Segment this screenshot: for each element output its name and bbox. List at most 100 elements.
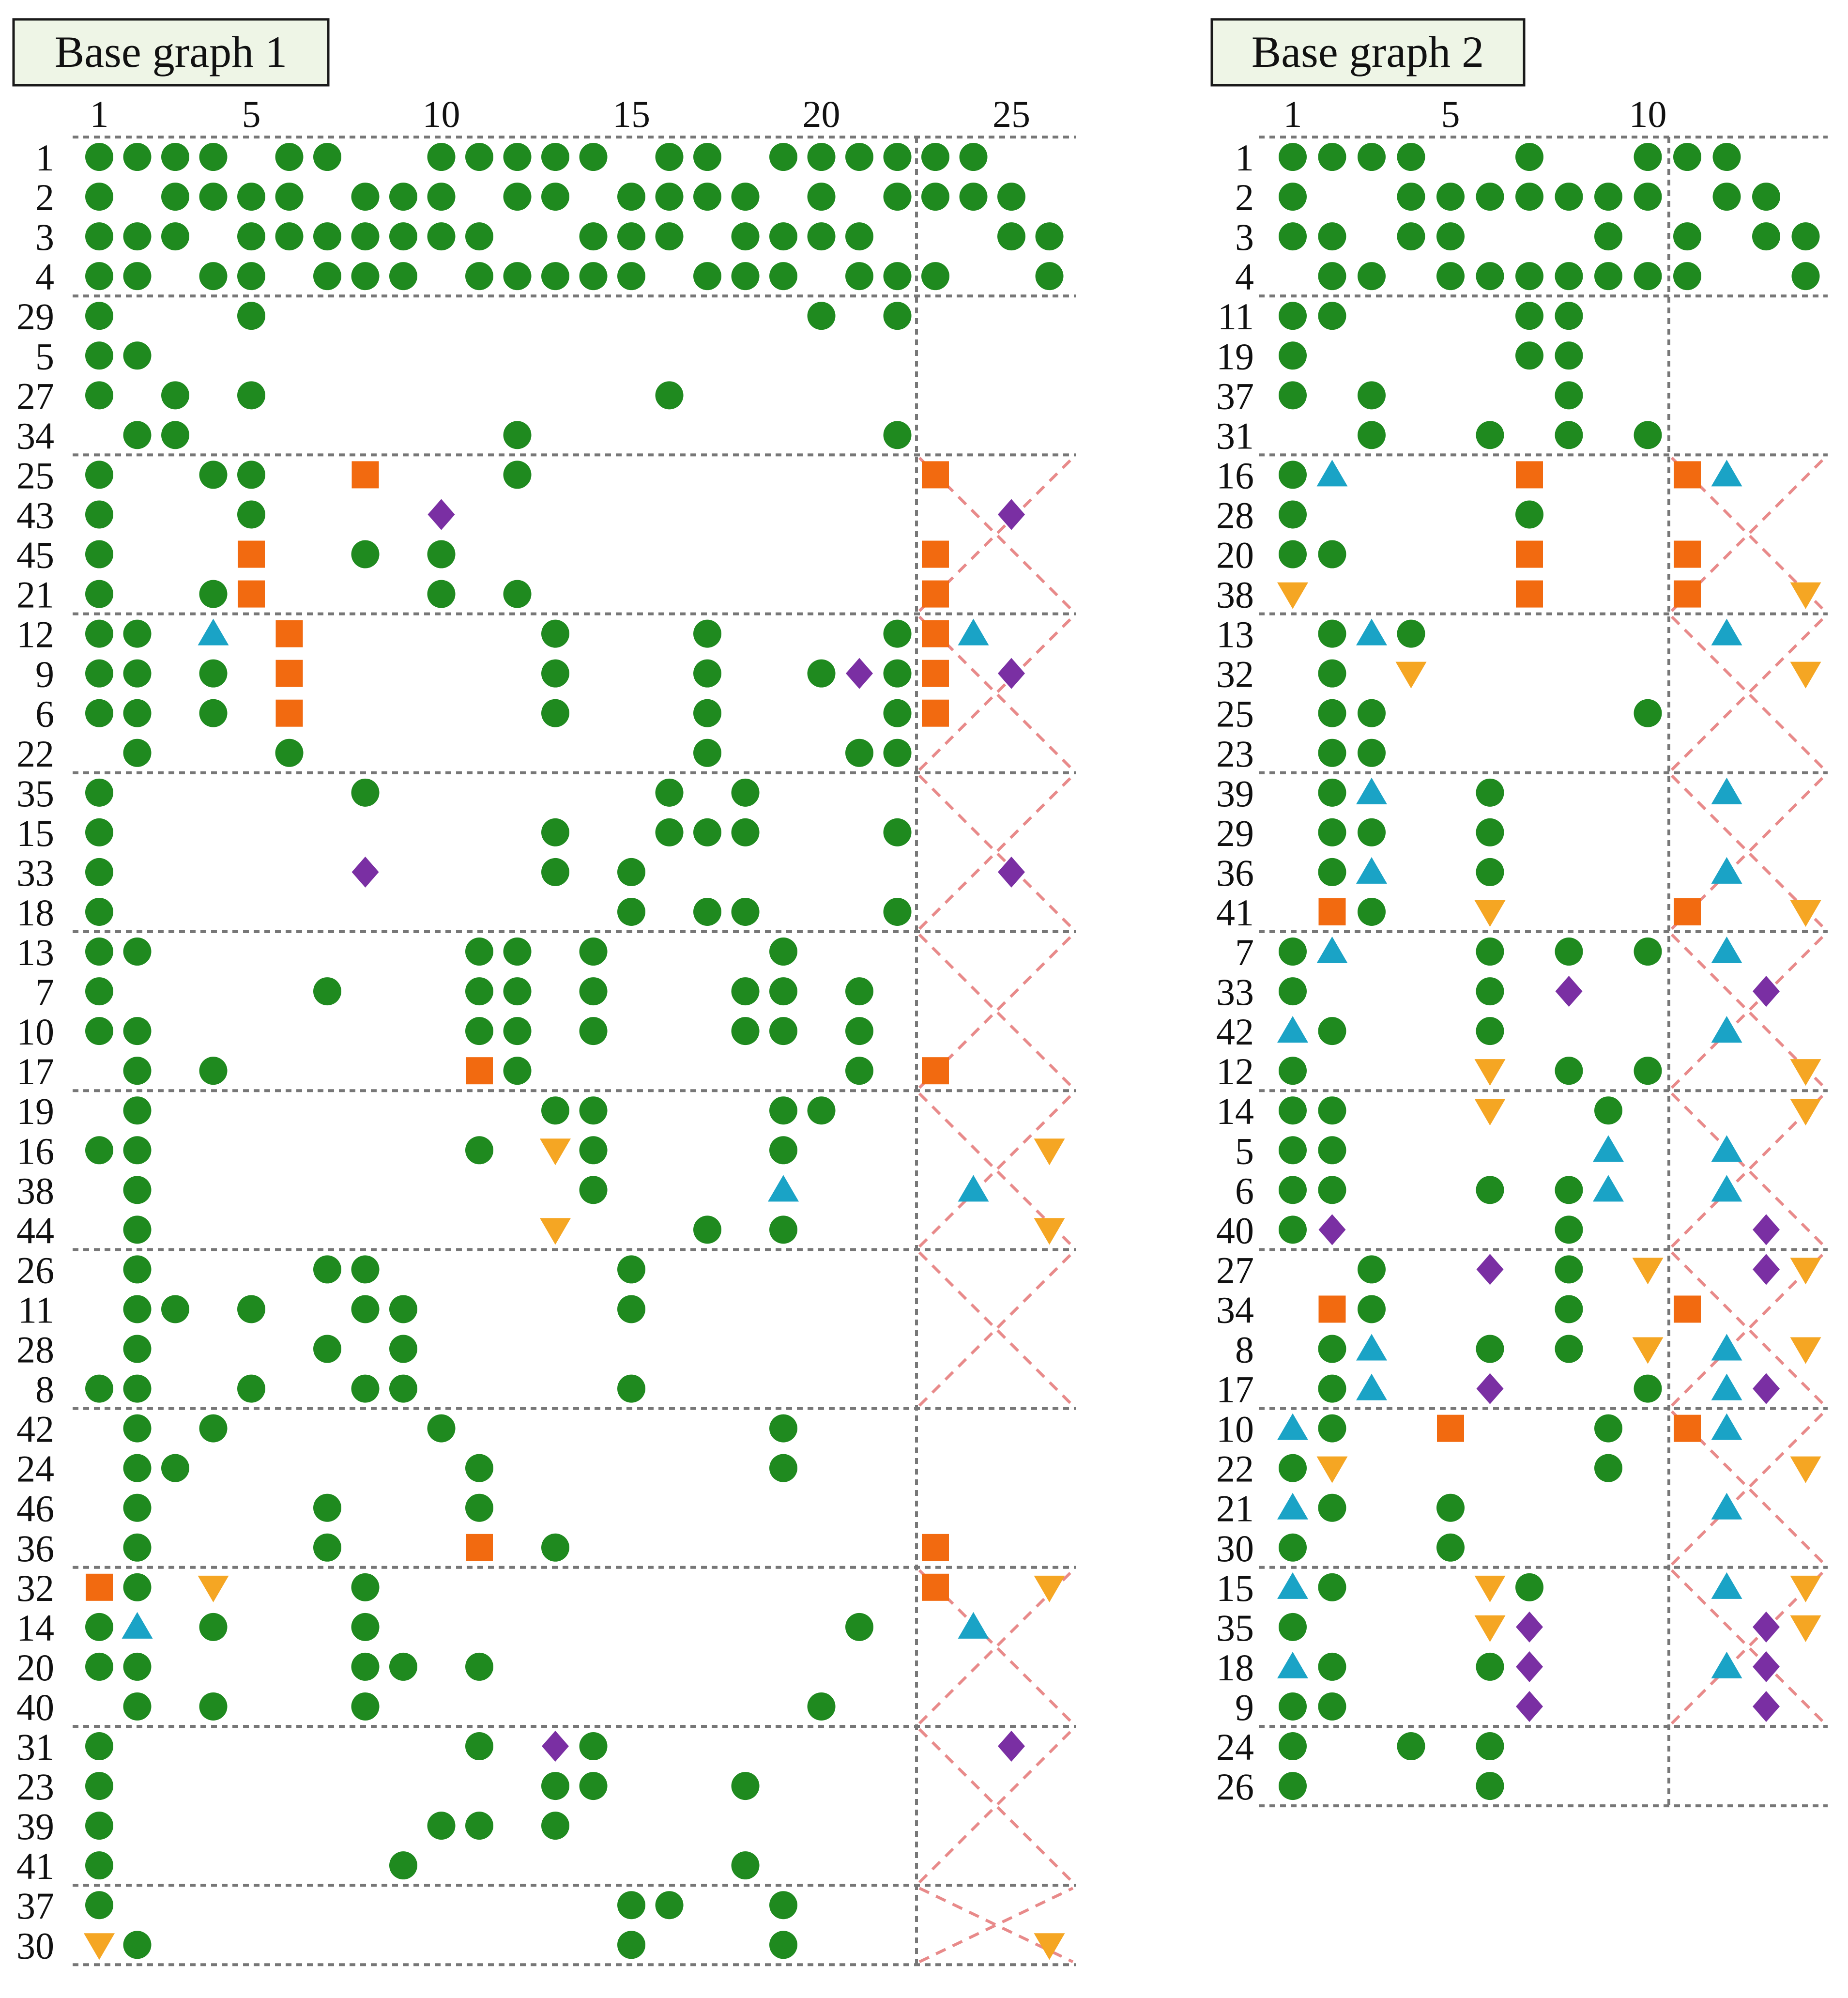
circle-marker <box>1634 262 1662 291</box>
circle-marker <box>1555 302 1583 330</box>
circle-marker <box>845 738 873 767</box>
row-label: 27 <box>1216 1249 1254 1291</box>
circle-marker <box>1515 341 1543 370</box>
diamond-marker <box>1753 1214 1780 1245</box>
circle-marker <box>1397 1732 1425 1761</box>
row-label: 5 <box>35 335 54 377</box>
circle-marker <box>123 699 152 727</box>
circle-marker <box>731 977 760 1006</box>
circle-marker <box>693 183 721 211</box>
triangle-up-marker <box>1711 1334 1742 1361</box>
circle-marker <box>275 183 304 211</box>
circle-marker <box>237 183 265 211</box>
triangle-up-marker <box>1711 1016 1742 1043</box>
circle-marker <box>313 1335 341 1363</box>
circle-marker <box>123 1652 152 1681</box>
triangle-up-marker <box>1711 1492 1742 1520</box>
circle-marker <box>123 143 152 171</box>
column-tick-label: 20 <box>803 93 840 135</box>
circle-marker <box>1035 262 1064 291</box>
diamond-marker <box>1753 1254 1780 1285</box>
diamond-marker <box>998 658 1025 689</box>
square-marker <box>1674 461 1701 489</box>
square-marker <box>922 461 949 489</box>
triangle-down-marker <box>1277 582 1308 609</box>
circle-marker <box>237 461 265 489</box>
circle-marker <box>427 580 456 608</box>
circle-marker <box>1318 1096 1346 1125</box>
triangle-down-marker <box>1790 1099 1821 1126</box>
circle-marker <box>1555 1255 1583 1284</box>
circle-marker <box>807 143 836 171</box>
circle-marker <box>579 1176 608 1204</box>
triangle-up-marker <box>1711 1175 1742 1202</box>
circle-marker <box>1436 183 1465 211</box>
circle-marker <box>161 421 189 449</box>
triangle-down-marker <box>198 1575 229 1602</box>
circle-marker <box>465 1017 493 1045</box>
circle-marker <box>769 1096 797 1125</box>
circle-marker <box>1397 222 1425 251</box>
circle-marker <box>769 143 797 171</box>
row-label: 7 <box>35 971 54 1013</box>
circle-marker <box>85 500 113 529</box>
circle-marker <box>541 619 569 648</box>
circle-marker <box>503 183 532 211</box>
row-label: 35 <box>16 772 54 815</box>
circle-marker <box>199 1692 228 1721</box>
circle-marker <box>503 977 532 1006</box>
circle-marker <box>351 1613 380 1641</box>
square-marker <box>351 461 379 489</box>
triangle-up-marker <box>1277 1572 1308 1599</box>
circle-marker <box>351 1652 380 1681</box>
circle-marker <box>1476 938 1504 966</box>
row-label: 19 <box>1216 335 1254 377</box>
circle-marker <box>693 897 721 926</box>
circle-marker <box>1279 461 1307 489</box>
square-marker <box>1516 540 1543 568</box>
circle-marker <box>921 183 949 211</box>
row-label: 34 <box>16 415 54 457</box>
circle-marker <box>579 977 608 1006</box>
circle-marker <box>1555 1176 1583 1204</box>
circle-marker <box>883 183 912 211</box>
row-label: 36 <box>16 1527 54 1569</box>
circle-marker <box>1318 1573 1346 1601</box>
square-marker <box>922 1573 949 1601</box>
circle-marker <box>123 938 152 966</box>
row-label: 31 <box>1216 415 1254 457</box>
circle-marker <box>85 1374 113 1403</box>
circle-marker <box>579 1136 608 1165</box>
row-label: 38 <box>16 1169 54 1212</box>
row-label: 21 <box>16 574 54 616</box>
triangle-up-marker <box>1711 937 1742 964</box>
circle-marker <box>85 778 113 807</box>
base-graph-1-title: Base graph 1 <box>55 27 287 77</box>
circle-marker <box>503 938 532 966</box>
circle-marker <box>85 1136 113 1165</box>
circle-marker <box>769 1454 797 1482</box>
row-label: 1 <box>1235 137 1254 179</box>
triangle-down-marker <box>1790 582 1821 609</box>
cross-mark-line <box>1670 615 1826 771</box>
row-label: 12 <box>16 614 54 656</box>
square-marker <box>466 1057 493 1085</box>
circle-marker <box>1358 738 1386 767</box>
circle-marker <box>1279 1533 1307 1562</box>
circle-marker <box>465 1652 493 1681</box>
circle-marker <box>1515 183 1543 211</box>
circle-marker <box>731 897 760 926</box>
circle-marker <box>1673 262 1701 291</box>
diamond-marker <box>1753 1373 1780 1404</box>
circle-marker <box>389 262 417 291</box>
circle-marker <box>85 540 113 569</box>
circle-marker <box>617 897 645 926</box>
circle-marker <box>1634 1057 1662 1085</box>
circle-marker <box>161 1295 189 1323</box>
circle-marker <box>389 222 417 251</box>
circle-marker <box>997 183 1025 211</box>
row-label: 25 <box>1216 693 1254 735</box>
row-label: 39 <box>1216 772 1254 815</box>
circle-marker <box>465 262 493 291</box>
square-marker <box>1674 1414 1701 1442</box>
